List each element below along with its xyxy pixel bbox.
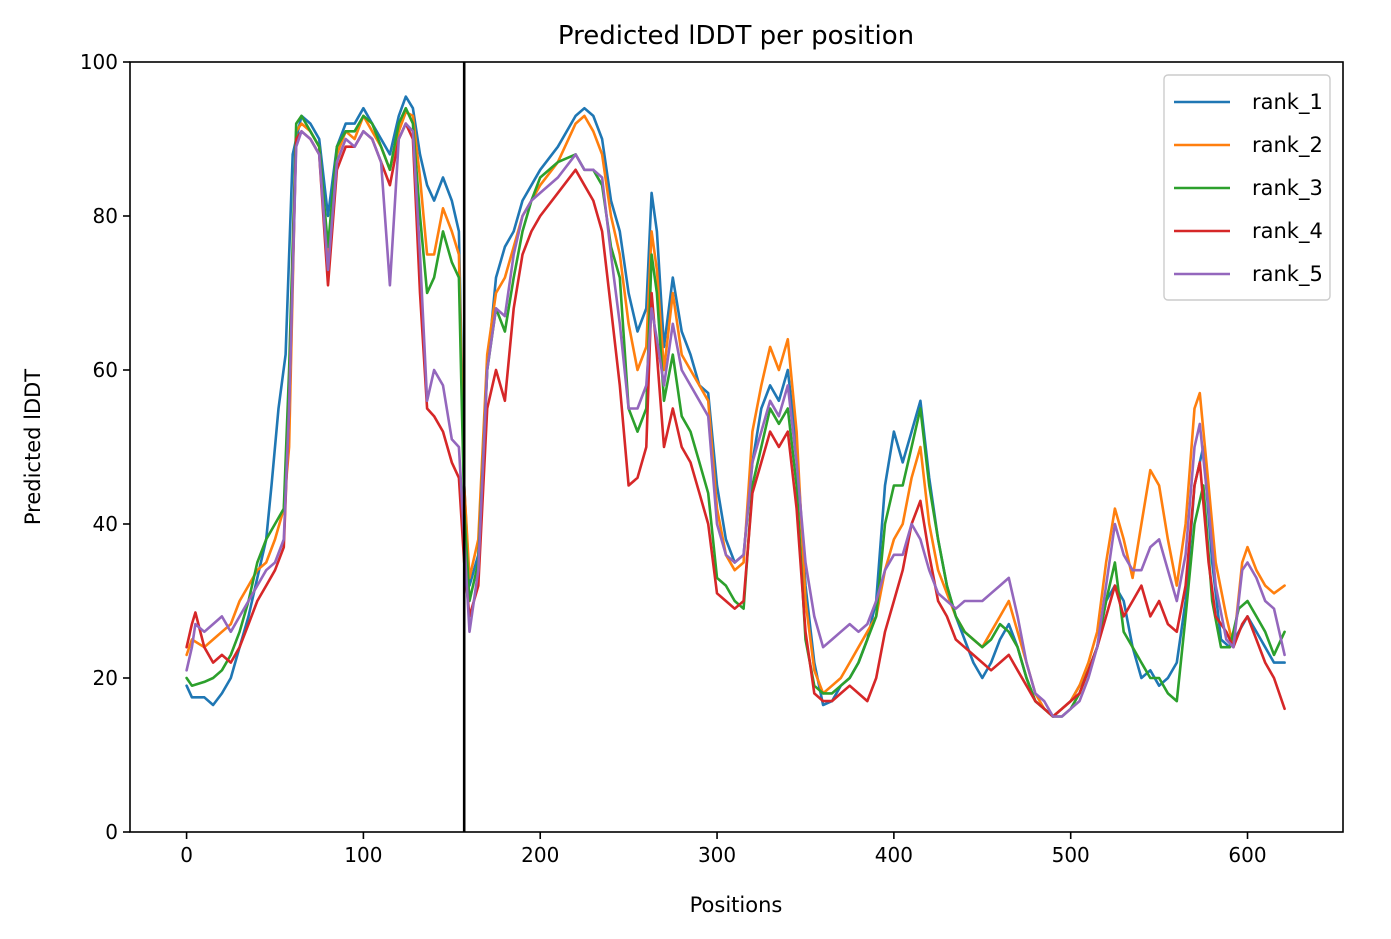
x-tick-label: 600 <box>1228 843 1266 867</box>
x-tick-label: 500 <box>1052 843 1090 867</box>
x-tick-label: 100 <box>344 843 382 867</box>
chart-title: Predicted lDDT per position <box>558 21 914 51</box>
y-tick-label: 20 <box>93 666 118 690</box>
x-axis: 0 100 200 300 400 500 600 <box>180 832 1267 867</box>
plot-area <box>185 95 1286 718</box>
y-tick-label: 80 <box>93 204 118 228</box>
x-tick-label: 300 <box>698 843 736 867</box>
y-tick-label: 100 <box>80 50 118 74</box>
legend-box <box>1163 74 1331 301</box>
legend-label-rank_4: rank_4 <box>1252 219 1323 244</box>
y-tick-label: 60 <box>93 358 118 382</box>
y-tick-label: 0 <box>105 820 118 844</box>
plot-frame <box>129 61 1344 833</box>
legend: rank_1 rank_2 rank_3 rank_4 rank_5 <box>1163 74 1331 301</box>
x-tick-label: 400 <box>875 843 913 867</box>
series-line-rank_5 <box>185 122 1286 718</box>
y-axis-label: Predicted lDDT <box>21 369 45 525</box>
y-axis: 0 20 40 60 80 100 <box>80 50 130 844</box>
legend-label-rank_5: rank_5 <box>1252 262 1323 287</box>
x-tick-label: 0 <box>180 843 193 867</box>
legend-label-rank_1: rank_1 <box>1252 90 1323 115</box>
x-axis-label: Positions <box>690 893 783 917</box>
y-tick-label: 40 <box>93 512 118 536</box>
legend-label-rank_3: rank_3 <box>1252 176 1323 201</box>
x-tick-label: 200 <box>521 843 559 867</box>
legend-label-rank_2: rank_2 <box>1252 133 1323 158</box>
